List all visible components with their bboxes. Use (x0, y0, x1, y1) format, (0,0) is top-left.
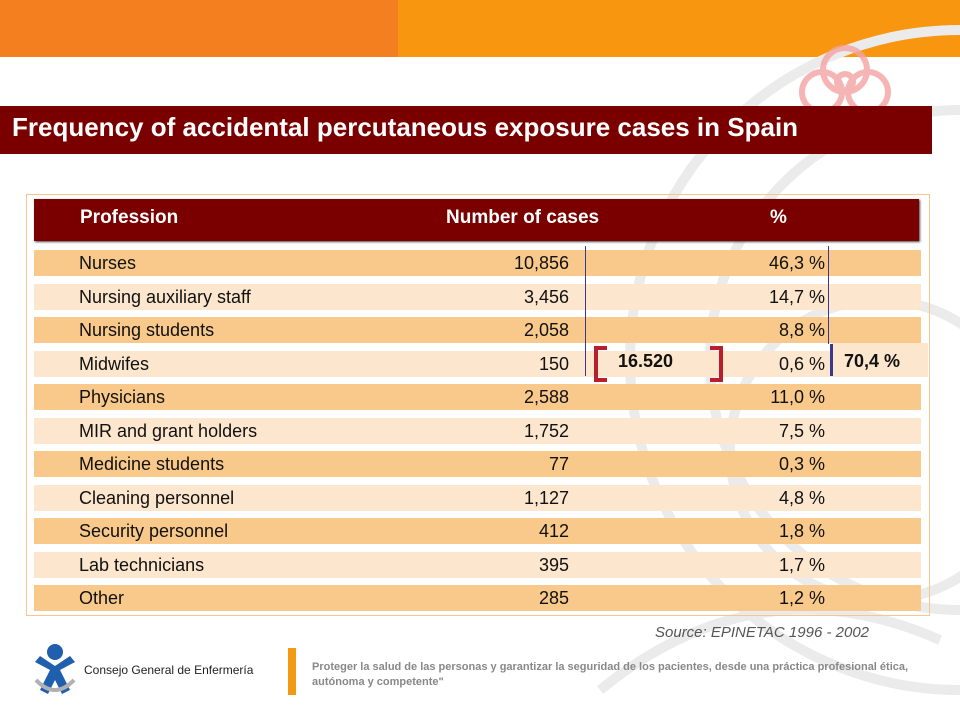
cases-cell: 77 (548, 454, 569, 474)
percent-cell: 14,7 % (768, 287, 825, 307)
nursing-total-cases: 16.520 (618, 351, 674, 371)
percent-cell: 46,3 % (768, 253, 825, 273)
cases-cell: 395 (538, 555, 569, 575)
percent-cell: 1,8 % (778, 521, 825, 541)
profession-cell: Medicine students (79, 454, 225, 474)
percent-cell: 0,6 % (778, 354, 825, 374)
header-percent: % (770, 207, 787, 228)
profession-cell: Nursing students (79, 320, 215, 340)
org-name: Consejo General de Enfermería (84, 663, 254, 677)
cases-cell: 150 (538, 354, 569, 374)
table-row: Cleaning personnel 1,127 4,8 % (34, 485, 921, 511)
page-title: Frequency of accidental percutaneous exp… (12, 112, 799, 142)
profession-cell: MIR and grant holders (79, 421, 258, 441)
profession-cell: Other (79, 588, 125, 608)
table-row: Midwifes 150 0,6 % (34, 351, 921, 377)
table-row: Physicians 2,588 11,0 % (34, 384, 921, 410)
cases-cell: 2,588 (523, 387, 569, 407)
table-row: Lab technicians 395 1,7 % (34, 552, 921, 578)
cases-cell: 1,752 (523, 421, 569, 441)
profession-cell: Midwifes (79, 354, 150, 374)
cases-cell: 412 (538, 521, 569, 541)
table-row: Nursing students 2,058 8,8 % (34, 317, 921, 343)
bracket-right-icon (710, 346, 723, 382)
table-row: Security personnel 412 1,8 % (34, 518, 921, 544)
cases-cell: 10,856 (513, 253, 569, 273)
table-frame (26, 194, 930, 616)
nursing-group-divider (585, 246, 586, 376)
table-row: MIR and grant holders 1,752 7,5 % (34, 418, 921, 444)
table-row: Medicine students 77 0,3 % (34, 451, 921, 477)
cases-cell: 1,127 (523, 488, 569, 508)
percent-cell: 1,7 % (778, 555, 825, 575)
total-percent-box (832, 343, 928, 377)
footer-motto: Proteger la salud de las personas y gara… (312, 661, 909, 688)
profession-cell: Physicians (79, 387, 166, 407)
percent-cell: 7,5 % (778, 421, 825, 441)
profession-cell: Nurses (79, 253, 137, 273)
cases-cell: 285 (538, 588, 569, 608)
nursing-total-percent: 70,4 % (844, 351, 901, 371)
table-header (34, 199, 919, 241)
bracket-left-icon (594, 346, 607, 382)
table-row: Nurses 10,856 46,3 % (34, 250, 921, 276)
cge-logo-icon (34, 644, 76, 694)
profession-cell: Cleaning personnel (79, 488, 235, 508)
title-band (0, 106, 932, 154)
cases-cell: 2,058 (523, 320, 569, 340)
percent-cell: 8,8 % (778, 320, 825, 340)
percent-cell: 4,8 % (778, 488, 825, 508)
table-row: Nursing auxiliary staff 3,456 14,7 % (34, 284, 921, 310)
biohazard-icon (799, 45, 891, 115)
profession-cell: Lab technicians (79, 555, 205, 575)
cases-cell: 3,456 (523, 287, 569, 307)
table-row: Other 285 1,2 % (34, 585, 921, 611)
percent-group-divider (828, 246, 829, 344)
percent-cell: 1,2 % (778, 588, 825, 608)
footer-divider (288, 648, 296, 695)
header-profession: Profession (80, 207, 179, 228)
source-note: Source: EPINETAC 1996 - 2002 (655, 624, 869, 641)
total-percent-separator (830, 344, 833, 376)
profession-cell: Nursing auxiliary staff (79, 287, 251, 307)
percent-cell: 11,0 % (770, 387, 825, 407)
profession-cell: Security personnel (79, 521, 229, 541)
top-banner-left (0, 0, 398, 57)
percent-cell: 0,3 % (778, 454, 825, 474)
header-cases: Number of cases (446, 207, 600, 228)
